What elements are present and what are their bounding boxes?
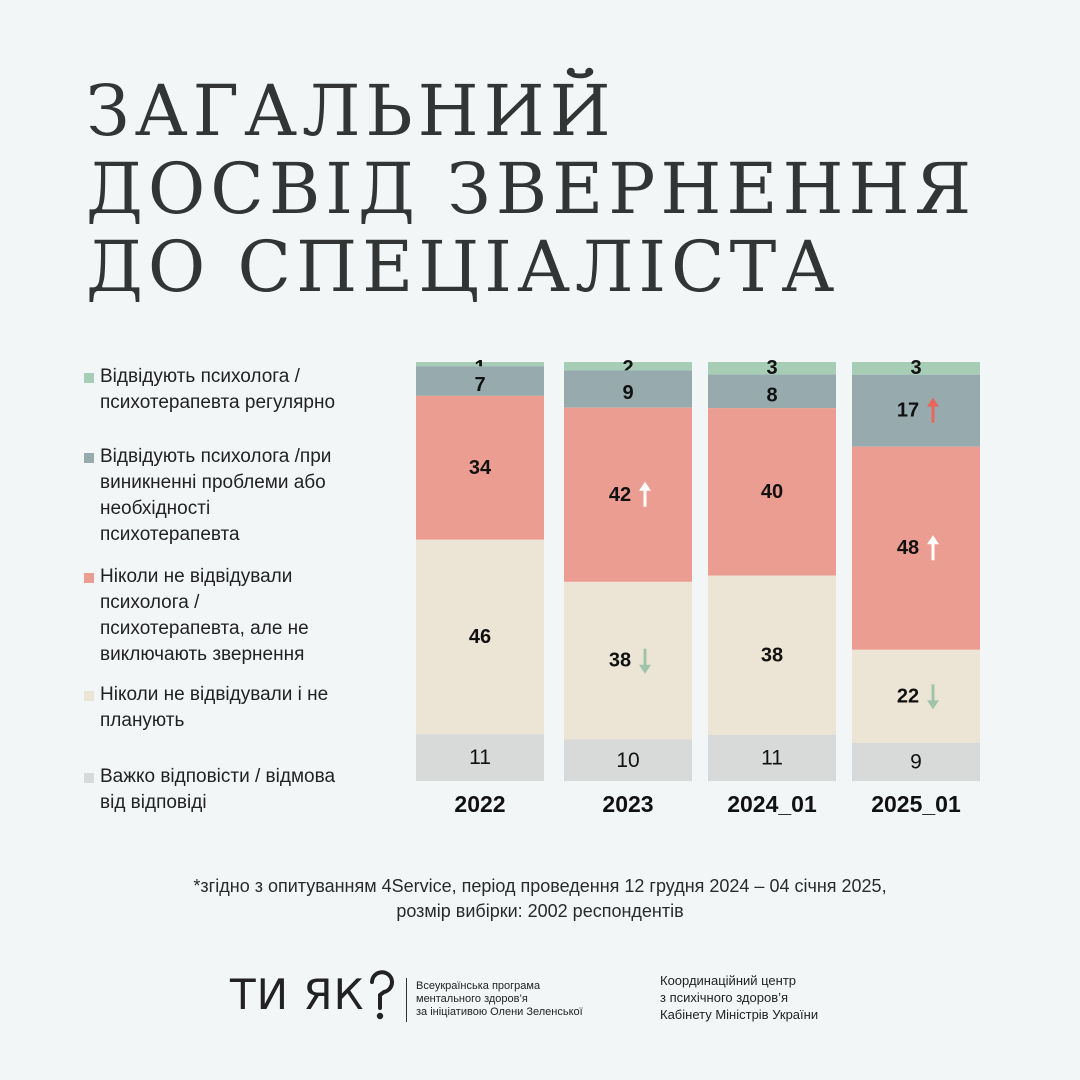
bar-segment-never-not-planning-2024-01 xyxy=(708,575,836,735)
bar-segment-when-needed-2023 xyxy=(564,370,692,408)
footer: ТИ ЯК Всеукраїнська програма ментального… xyxy=(0,960,1080,1040)
bar-segment-hard-to-answer-2025-01 xyxy=(852,742,980,781)
category-label-2024-01: 2024_01 xyxy=(727,791,817,817)
bar-segment-never-not-planning-2023 xyxy=(564,581,692,740)
survey-footnote: *згідно з опитуванням 4Service, період п… xyxy=(0,874,1080,924)
data-label-never-but-open-2022: 34 xyxy=(469,457,492,479)
legend-label-regular: Відвідують психолога / психотерапевта ре… xyxy=(100,366,336,413)
category-label-2025-01: 2025_01 xyxy=(871,791,961,817)
trend-up-arrow-icon-never-but-open-2025-01 xyxy=(927,535,939,561)
data-label-when-needed-2023: 9 xyxy=(622,382,633,404)
data-label-regular-2024-01: 3 xyxy=(766,357,777,379)
bar-segment-never-but-open-2024-01 xyxy=(708,408,836,576)
data-label-hard-to-answer-2025-01: 9 xyxy=(910,750,922,773)
data-label-when-needed-2025-01: 17 xyxy=(897,400,919,422)
data-label-regular-2025-01: 3 xyxy=(910,357,921,379)
legend-swatch-when-needed xyxy=(84,453,94,463)
bar-segment-regular-2022 xyxy=(416,362,544,367)
legend-label-hard-to-answer: Важко відповісти / відмова від відповіді xyxy=(100,766,336,813)
legend-item-never-not-planning: Ніколи не відвідували і не планують xyxy=(84,682,400,734)
legend-label-when-needed: Відвідують психолога /при виникненні про… xyxy=(100,446,332,545)
data-label-when-needed-2024-01: 8 xyxy=(766,384,777,406)
center-line-1: Координаційний центр xyxy=(660,973,797,988)
legend-item-when-needed: Відвідують психолога /при виникненні про… xyxy=(84,444,400,548)
ti-yak-logo-text: ТИ ЯК xyxy=(230,970,365,1019)
category-label-2023: 2023 xyxy=(602,791,653,817)
question-mark-logo-icon xyxy=(370,970,394,1020)
program-line-1: Всеукраїнська програма xyxy=(416,980,541,992)
legend-swatch-never-not-planning xyxy=(84,691,94,701)
bar-segment-never-but-open-2025-01 xyxy=(852,446,980,650)
legend-label-never-but-open: Ніколи не відвідували психолога / психот… xyxy=(100,566,309,665)
trend-up-arrow-icon-when-needed-2025-01 xyxy=(927,397,939,423)
data-label-regular-2023: 2 xyxy=(622,357,633,379)
footnote-line-1: *згідно з опитуванням 4Service, період п… xyxy=(193,876,887,896)
data-label-never-but-open-2025-01: 48 xyxy=(897,537,919,559)
legend-item-regular: Відвідують психолога / психотерапевта ре… xyxy=(84,364,400,416)
bar-segment-never-not-planning-2025-01 xyxy=(852,649,980,743)
bar-group-2023: 2 9 42 38 10 xyxy=(564,357,692,781)
program-caption: Всеукраїнська програма ментального здоро… xyxy=(416,980,583,1019)
data-label-when-needed-2022: 7 xyxy=(474,374,485,396)
bar-segment-regular-2025-01 xyxy=(852,362,980,375)
data-label-hard-to-answer-2022: 11 xyxy=(469,746,491,769)
center-line-2: з психічного здоров’я xyxy=(660,990,789,1005)
bar-group-2022: 17344611 xyxy=(416,357,544,781)
legend-item-hard-to-answer: Важко відповісти / відмова від відповіді xyxy=(84,764,400,816)
page-title: ЗАГАЛЬНИЙ ДОСВІД ЗВЕРНЕННЯ ДО СПЕЦІАЛІСТ… xyxy=(86,72,1046,306)
title-line-2: ДОСВІД ЗВЕРНЕННЯ xyxy=(86,148,977,230)
bar-segment-when-needed-2024-01 xyxy=(708,374,836,409)
data-label-never-but-open-2023: 42 xyxy=(609,484,631,506)
data-label-never-not-planning-2025-01: 22 xyxy=(897,685,919,707)
legend-label-never-not-planning: Ніколи не відвідували і не планують xyxy=(100,684,329,731)
data-label-never-not-planning-2024-01: 38 xyxy=(761,644,783,666)
trend-down-arrow-icon-never-not-planning-2023 xyxy=(639,648,651,674)
trend-up-arrow-icon-never-but-open-2023 xyxy=(639,481,651,507)
program-line-3: за ініціативою Олени Зеленської xyxy=(416,1006,583,1018)
bar-segment-when-needed-2025-01 xyxy=(852,374,980,447)
title-line-3: ДО СПЕЦІАЛІСТА xyxy=(86,226,840,308)
bar-segment-hard-to-answer-2022 xyxy=(416,734,544,781)
bar-segment-hard-to-answer-2024-01 xyxy=(708,734,836,781)
data-label-never-but-open-2024-01: 40 xyxy=(761,481,783,503)
data-label-hard-to-answer-2024-01: 11 xyxy=(761,746,783,769)
legend-swatch-regular xyxy=(84,373,94,383)
footnote-line-2: розмір вибірки: 2002 респондентів xyxy=(396,901,684,921)
coordination-center-caption: Координаційний центр з психічного здоров… xyxy=(660,972,818,1023)
footer-divider xyxy=(406,978,407,1022)
bar-segment-never-but-open-2022 xyxy=(416,395,544,540)
bar-segment-regular-2023 xyxy=(564,362,692,371)
bar-segment-hard-to-answer-2023 xyxy=(564,739,692,781)
bar-segment-when-needed-2022 xyxy=(416,366,544,396)
title-line-1: ЗАГАЛЬНИЙ xyxy=(86,70,616,152)
category-label-2022: 2022 xyxy=(454,791,505,817)
data-label-never-not-planning-2022: 46 xyxy=(469,626,491,648)
bar-segment-regular-2024-01 xyxy=(708,362,836,375)
legend-item-never-but-open: Ніколи не відвідували психолога / психот… xyxy=(84,564,400,668)
legend-swatch-never-but-open xyxy=(84,573,94,583)
legend-swatch-hard-to-answer xyxy=(84,773,94,783)
data-label-never-not-planning-2023: 38 xyxy=(609,650,631,672)
bar-segment-never-but-open-2023 xyxy=(564,407,692,582)
bar-group-2025-01: 3 17 48 22 9 xyxy=(852,357,980,781)
bar-segment-never-not-planning-2022 xyxy=(416,539,544,735)
data-label-hard-to-answer-2023: 10 xyxy=(616,749,639,772)
program-line-2: ментального здоров’я xyxy=(416,993,528,1005)
center-line-3: Кабінету Міністрів України xyxy=(660,1007,819,1022)
trend-down-arrow-icon-never-not-planning-2025-01 xyxy=(927,684,939,710)
